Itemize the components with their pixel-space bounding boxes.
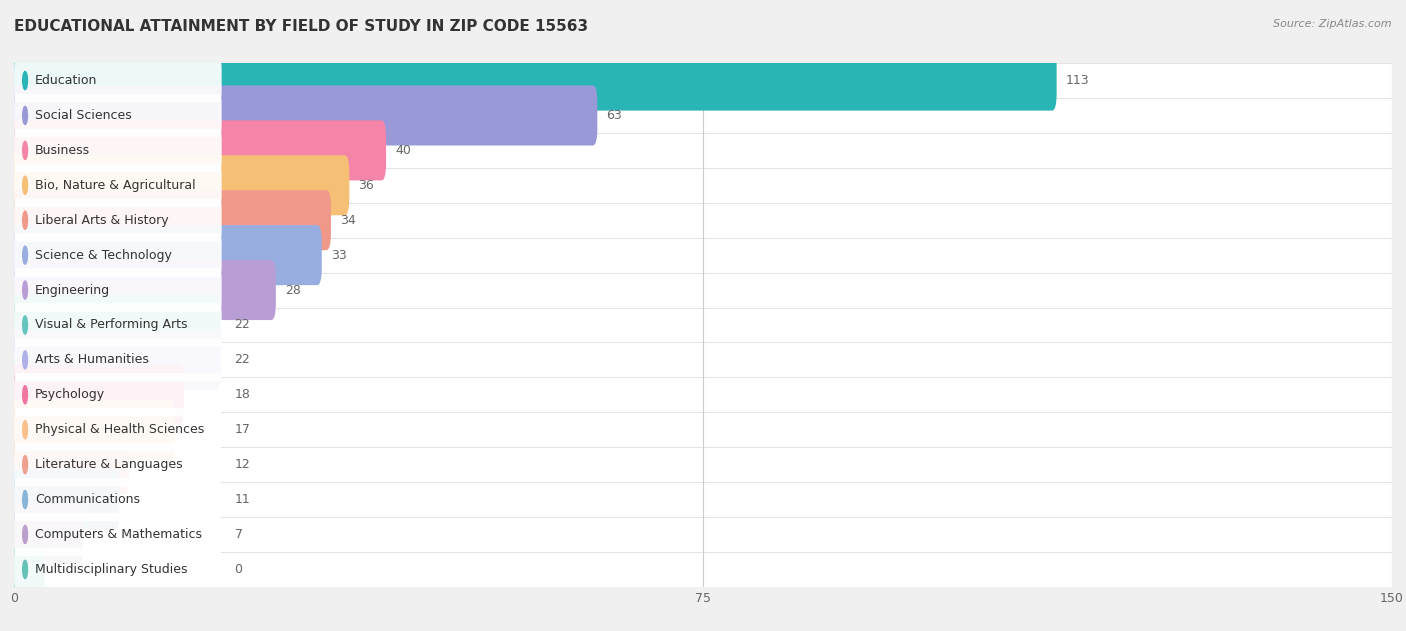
Circle shape bbox=[22, 281, 28, 299]
FancyBboxPatch shape bbox=[14, 447, 1392, 482]
FancyBboxPatch shape bbox=[10, 50, 1057, 110]
FancyBboxPatch shape bbox=[14, 98, 1392, 133]
Text: 33: 33 bbox=[330, 249, 347, 262]
FancyBboxPatch shape bbox=[14, 94, 222, 137]
FancyBboxPatch shape bbox=[14, 268, 222, 312]
Text: Liberal Arts & History: Liberal Arts & History bbox=[35, 214, 169, 227]
Text: Psychology: Psychology bbox=[35, 388, 105, 401]
FancyBboxPatch shape bbox=[14, 377, 1392, 412]
Circle shape bbox=[22, 351, 28, 369]
FancyBboxPatch shape bbox=[14, 304, 222, 346]
FancyBboxPatch shape bbox=[10, 435, 129, 495]
FancyBboxPatch shape bbox=[14, 63, 1392, 98]
FancyBboxPatch shape bbox=[14, 273, 1392, 307]
Text: 113: 113 bbox=[1066, 74, 1090, 87]
Text: Bio, Nature & Agricultural: Bio, Nature & Agricultural bbox=[35, 179, 195, 192]
FancyBboxPatch shape bbox=[14, 168, 1392, 203]
Circle shape bbox=[22, 246, 28, 264]
FancyBboxPatch shape bbox=[10, 190, 330, 251]
Text: 7: 7 bbox=[235, 528, 242, 541]
FancyBboxPatch shape bbox=[10, 330, 221, 390]
Circle shape bbox=[22, 526, 28, 543]
FancyBboxPatch shape bbox=[14, 513, 222, 556]
Text: 36: 36 bbox=[359, 179, 374, 192]
Text: Engineering: Engineering bbox=[35, 283, 110, 297]
FancyBboxPatch shape bbox=[14, 517, 1392, 552]
FancyBboxPatch shape bbox=[14, 203, 1392, 238]
Circle shape bbox=[22, 71, 28, 90]
FancyBboxPatch shape bbox=[14, 343, 1392, 377]
FancyBboxPatch shape bbox=[14, 238, 1392, 273]
Text: 12: 12 bbox=[235, 458, 250, 471]
Text: Communications: Communications bbox=[35, 493, 141, 506]
Text: EDUCATIONAL ATTAINMENT BY FIELD OF STUDY IN ZIP CODE 15563: EDUCATIONAL ATTAINMENT BY FIELD OF STUDY… bbox=[14, 19, 588, 34]
FancyBboxPatch shape bbox=[14, 199, 222, 242]
FancyBboxPatch shape bbox=[14, 548, 222, 591]
FancyBboxPatch shape bbox=[10, 85, 598, 146]
FancyBboxPatch shape bbox=[10, 121, 387, 180]
Circle shape bbox=[22, 490, 28, 509]
Circle shape bbox=[22, 141, 28, 160]
Text: 63: 63 bbox=[606, 109, 623, 122]
FancyBboxPatch shape bbox=[10, 260, 276, 320]
FancyBboxPatch shape bbox=[14, 443, 222, 487]
FancyBboxPatch shape bbox=[10, 469, 120, 529]
FancyBboxPatch shape bbox=[10, 225, 322, 285]
Circle shape bbox=[22, 316, 28, 334]
FancyBboxPatch shape bbox=[10, 504, 83, 565]
FancyBboxPatch shape bbox=[10, 399, 174, 460]
Text: Education: Education bbox=[35, 74, 97, 87]
Text: Multidisciplinary Studies: Multidisciplinary Studies bbox=[35, 563, 187, 576]
Text: Arts & Humanities: Arts & Humanities bbox=[35, 353, 149, 367]
Text: Social Sciences: Social Sciences bbox=[35, 109, 132, 122]
Circle shape bbox=[22, 107, 28, 124]
Circle shape bbox=[22, 211, 28, 229]
FancyBboxPatch shape bbox=[10, 295, 221, 355]
FancyBboxPatch shape bbox=[14, 129, 222, 172]
Circle shape bbox=[22, 386, 28, 404]
FancyBboxPatch shape bbox=[14, 408, 222, 451]
FancyBboxPatch shape bbox=[14, 133, 1392, 168]
Circle shape bbox=[22, 560, 28, 579]
Circle shape bbox=[22, 421, 28, 439]
Text: 11: 11 bbox=[235, 493, 250, 506]
Circle shape bbox=[22, 176, 28, 194]
Text: 22: 22 bbox=[235, 353, 250, 367]
Text: 28: 28 bbox=[285, 283, 301, 297]
FancyBboxPatch shape bbox=[14, 163, 222, 207]
Text: Business: Business bbox=[35, 144, 90, 157]
FancyBboxPatch shape bbox=[14, 307, 1392, 343]
FancyBboxPatch shape bbox=[14, 412, 1392, 447]
FancyBboxPatch shape bbox=[10, 365, 184, 425]
Text: Literature & Languages: Literature & Languages bbox=[35, 458, 183, 471]
FancyBboxPatch shape bbox=[10, 155, 349, 215]
Text: 40: 40 bbox=[395, 144, 411, 157]
Circle shape bbox=[22, 456, 28, 474]
FancyBboxPatch shape bbox=[14, 373, 222, 416]
FancyBboxPatch shape bbox=[14, 233, 222, 277]
Text: 18: 18 bbox=[235, 388, 250, 401]
Text: 0: 0 bbox=[235, 563, 242, 576]
Text: Source: ZipAtlas.com: Source: ZipAtlas.com bbox=[1274, 19, 1392, 29]
FancyBboxPatch shape bbox=[11, 546, 45, 593]
FancyBboxPatch shape bbox=[14, 478, 222, 521]
FancyBboxPatch shape bbox=[14, 552, 1392, 587]
Text: Physical & Health Sciences: Physical & Health Sciences bbox=[35, 423, 204, 436]
Text: 17: 17 bbox=[235, 423, 250, 436]
Text: 34: 34 bbox=[340, 214, 356, 227]
FancyBboxPatch shape bbox=[14, 482, 1392, 517]
Text: Computers & Mathematics: Computers & Mathematics bbox=[35, 528, 202, 541]
FancyBboxPatch shape bbox=[14, 338, 222, 382]
FancyBboxPatch shape bbox=[14, 59, 222, 102]
Text: 22: 22 bbox=[235, 319, 250, 331]
Text: Visual & Performing Arts: Visual & Performing Arts bbox=[35, 319, 187, 331]
Text: Science & Technology: Science & Technology bbox=[35, 249, 172, 262]
